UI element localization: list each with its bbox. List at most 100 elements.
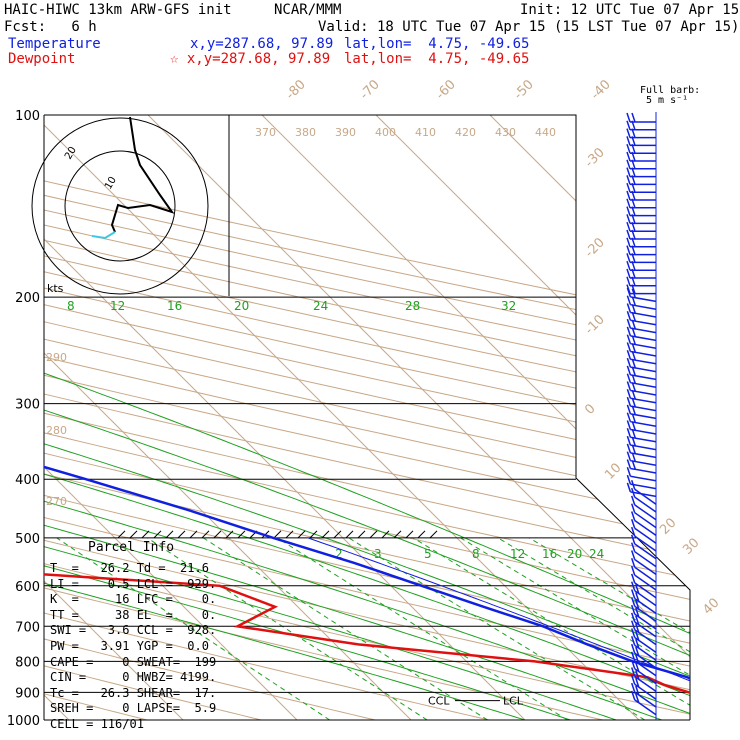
wind-barb-flag xyxy=(626,167,631,177)
wind-barb-flag xyxy=(631,276,636,287)
legend-dewpoint-xy: ☆ x,y=287.68, 97.89 xyxy=(170,51,331,67)
freezing-level-hatch xyxy=(381,530,390,539)
isotherm-label: 0 xyxy=(582,401,598,417)
organization-label: NCAR/MMM xyxy=(274,2,342,18)
wind-barb-flag xyxy=(626,396,632,407)
moist-adiabat-label: 12 xyxy=(110,299,125,313)
wind-barb-flag xyxy=(635,677,640,688)
wind-barb-flag xyxy=(631,190,636,201)
mixing-ratio-line xyxy=(528,537,690,720)
hodograph-kts-label: kts xyxy=(47,282,64,295)
wind-barb-flag xyxy=(626,428,632,438)
dry-adiabat-line xyxy=(44,115,690,720)
wind-barb-flag xyxy=(631,182,636,193)
isotherm-label: -60 xyxy=(433,77,459,103)
wind-barb-flag xyxy=(630,675,636,685)
thermo-grid xyxy=(44,115,690,720)
theta-label: 290 xyxy=(46,351,67,364)
hodograph-trace xyxy=(110,116,175,233)
wind-barb-flag xyxy=(630,643,636,654)
wind-barb-flag xyxy=(626,128,631,138)
wind-barb-flag xyxy=(630,597,636,607)
wind-barb-flag xyxy=(626,326,632,337)
theta-label: 280 xyxy=(46,424,67,437)
pressure-tick-label: 800 xyxy=(15,655,40,670)
wind-barb-flag xyxy=(631,136,636,146)
freezing-level-hatch xyxy=(165,530,174,539)
dry-adiabat-line xyxy=(44,115,690,720)
freezing-level-hatch xyxy=(417,530,426,539)
wind-barb-flag xyxy=(631,120,636,131)
isotherm-label: -70 xyxy=(357,77,383,103)
wind-barb-flag xyxy=(635,646,640,657)
hodograph-low-level-trace xyxy=(91,231,116,240)
init-time: Init: 12 UTC Tue 07 Apr 15 xyxy=(520,2,740,18)
wind-barb xyxy=(634,504,657,521)
wind-barb-flag xyxy=(626,334,632,344)
wind-barb-flag xyxy=(630,526,636,537)
theta-label: 380 xyxy=(295,126,316,139)
wind-barb-flag xyxy=(631,311,637,322)
dry-adiabat-line xyxy=(44,115,690,720)
moist-adiabat-label: 16 xyxy=(167,299,182,313)
wind-barb-flag xyxy=(626,253,631,263)
isotherm-label: -30 xyxy=(582,145,608,171)
wind-barb-flag xyxy=(631,237,636,248)
wind-barb-flag xyxy=(635,662,640,672)
wind-barb-flag xyxy=(631,444,637,454)
wind-barb-flag xyxy=(626,260,631,271)
wind-barb-flag xyxy=(631,405,637,415)
wind-barb-flag xyxy=(630,573,636,584)
wind-barb-flag xyxy=(630,565,636,576)
wind-barb-flag xyxy=(631,288,637,298)
legend-dewpoint-label: Dewpoint xyxy=(8,51,76,67)
wind-barb-flag xyxy=(631,253,636,263)
pressure-tick-label: 200 xyxy=(15,291,40,306)
dry-adiabat-line xyxy=(44,115,690,720)
freezing-level-hatch xyxy=(189,530,198,539)
isotherm-label: 10 xyxy=(602,461,624,483)
pressure-tick-label: 300 xyxy=(15,398,40,413)
isotherm-label: -20 xyxy=(582,235,608,261)
wind-barb-flag xyxy=(630,659,636,669)
freezing-level-hatch xyxy=(225,530,234,539)
parcel-info-row: SWI = 3.6 CCL = 928. xyxy=(50,623,217,638)
wind-barbs xyxy=(626,112,657,720)
wind-barb xyxy=(630,483,657,490)
dry-adiabat-line xyxy=(44,115,690,720)
wind-barb-flag xyxy=(631,374,637,384)
isotherm-line xyxy=(44,115,184,720)
wind-barb-flag xyxy=(631,421,637,431)
wind-barb-flag xyxy=(630,480,636,490)
wind-barb-flag xyxy=(626,482,632,493)
wind-barb-flag xyxy=(626,474,632,485)
hodograph-ring-label: 10 xyxy=(103,175,119,192)
legend-temperature-label: Temperature xyxy=(8,36,101,52)
freezing-level-hatch xyxy=(213,530,222,539)
hodograph-ring-label: 20 xyxy=(63,145,79,162)
theta-label: 390 xyxy=(335,126,356,139)
wind-barb-flag xyxy=(635,592,640,602)
pressure-tick-label: 1000 xyxy=(7,714,40,729)
wind-barb-flag xyxy=(626,435,632,446)
wind-barb-flag xyxy=(626,182,631,193)
wind-barb-flag xyxy=(631,296,637,306)
wind-barb-flag xyxy=(626,303,632,313)
wind-barb-flag xyxy=(630,682,636,693)
wind-barb-flag xyxy=(631,268,636,279)
wind-barb-flag xyxy=(626,311,632,321)
wind-barb-flag xyxy=(626,190,631,201)
wind-barb-flag xyxy=(626,287,632,298)
wind-barb xyxy=(634,512,657,529)
wind-barb-flag xyxy=(626,159,631,170)
pressure-tick-label: 900 xyxy=(15,686,40,701)
wind-barb-flag xyxy=(631,175,636,185)
wind-barb-flag xyxy=(631,221,636,232)
wind-barb-flag xyxy=(626,221,631,232)
wind-barb-flag xyxy=(630,581,636,591)
wind-barb-flag xyxy=(631,428,637,439)
parcel-info-row: LI = 0.5 LCL = 929. xyxy=(50,576,217,591)
isotherm-line xyxy=(489,115,690,720)
freezing-level-hatch xyxy=(297,530,306,539)
wind-barb-flag xyxy=(631,452,637,462)
